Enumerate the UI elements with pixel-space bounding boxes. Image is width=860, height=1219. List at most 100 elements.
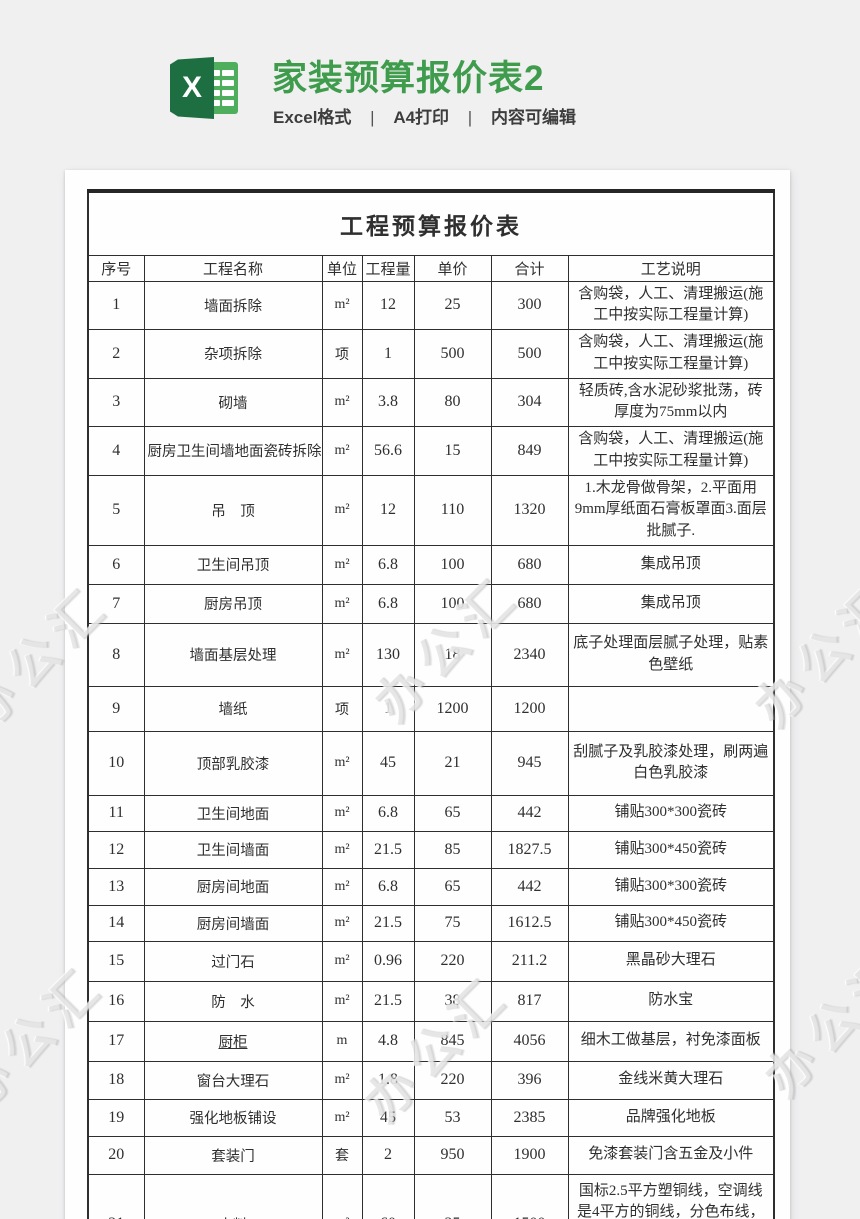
cell-name: 杂项拆除 [143, 329, 323, 379]
cell-desc: 含购袋，人工、清理搬运(施工中按实际工程量计算) [567, 280, 775, 330]
cell-price: 21 [413, 730, 492, 796]
cell-name: 厨房间墙面 [143, 904, 323, 942]
cell-qty: 21.5 [361, 980, 415, 1022]
cell-price: 25 [413, 280, 492, 330]
cell-unit: m² [321, 730, 363, 796]
column-header-unit: 单位 [321, 254, 363, 282]
cell-qty: 6.8 [361, 544, 415, 585]
table-row: 16 防 水 m² 21.5 38 817 防水宝 [87, 980, 775, 1022]
cell-name: 卫生间墙面 [143, 830, 323, 869]
cell-name: 窗台大理石 [143, 1060, 323, 1100]
cell-price: 65 [413, 794, 492, 832]
cell-unit: m [321, 1020, 363, 1062]
table-row: 17 厨柜 m 4.8 845 4056 细木工做基层，衬免漆面板 [87, 1020, 775, 1062]
cell-total: 1612.5 [490, 904, 569, 942]
cell-unit: m² [321, 1060, 363, 1100]
cell-unit: m² [321, 1173, 363, 1219]
cell-desc: 黑晶砂大理石 [567, 940, 775, 982]
cell-total: 2340 [490, 622, 569, 687]
cell-no: 7 [87, 583, 145, 624]
cell-name: 电料 [143, 1173, 323, 1219]
cell-price: 220 [413, 1060, 492, 1100]
cell-name: 顶部乳胶漆 [143, 730, 323, 796]
excel-x-icon: X [170, 57, 214, 119]
cell-unit: m² [321, 940, 363, 982]
table-row: 15 过门石 m² 0.96 220 211.2 黑晶砂大理石 [87, 940, 775, 982]
table-row: 9 墙纸项 1 1200 1200 [87, 685, 775, 732]
page-title: 家装预算报价表2 [272, 59, 545, 98]
cell-desc: 品牌强化地板 [567, 1098, 775, 1137]
table-row: 19 强化地板铺设 m² 45 53 2385 品牌强化地板 [87, 1098, 775, 1137]
cell-desc: 集成吊顶 [567, 544, 775, 585]
cell-no: 4 [87, 426, 145, 476]
table-row: 3 砌墙 m² 3.8 80 304 轻质砖,含水泥砂浆批荡，砖厚度为75mm以内 [87, 377, 775, 427]
table-header-row: 序号 工程名称 单位 工程量 单价 合计 工艺说明 [87, 254, 775, 282]
cell-no: 18 [87, 1060, 145, 1100]
subtitle-editable: 内容可编辑 [490, 108, 576, 127]
cell-price: 25 [413, 1173, 492, 1219]
cell-price: 80 [413, 377, 492, 427]
cell-unit: m² [321, 830, 363, 869]
cell-desc: 金线米黄大理石 [567, 1060, 775, 1100]
cell-total: 817 [490, 980, 569, 1022]
cell-price: 85 [413, 830, 492, 869]
cell-qty: 1.8 [361, 1060, 415, 1100]
cell-name: 墙纸 [143, 685, 323, 732]
cell-no: 12 [87, 830, 145, 869]
cell-qty: 4.8 [361, 1020, 415, 1062]
cell-no: 19 [87, 1098, 145, 1137]
cell-total: 849 [490, 426, 569, 476]
subtitle-print: A4打印 [393, 108, 450, 127]
page-header: X 家装预算报价表2 Excel格式 | A4打印 | 内容可编辑 [0, 0, 860, 170]
cell-total: 442 [490, 867, 569, 906]
cell-unit: m² [321, 544, 363, 585]
cell-unit: 项 [321, 329, 363, 379]
table-row: 13 厨房间地面 m² 6.8 65 442 铺贴300*300瓷砖 [87, 867, 775, 906]
table-row: 18 窗台大理石 m² 1.8 220 396 金线米黄大理石 [87, 1060, 775, 1100]
cell-qty: 12 [361, 474, 415, 546]
table-row: 8 墙面基层处理 m² 130 18 2340 底子处理面层腻子处理，贴素色壁纸 [87, 622, 775, 687]
cell-name: 厨房卫生间墙地面瓷砖拆除 [143, 426, 323, 476]
cell-qty: 1 [361, 685, 415, 732]
cell-price: 53 [413, 1098, 492, 1137]
cell-desc: 集成吊顶 [567, 583, 775, 624]
cell-total: 442 [490, 794, 569, 832]
table-row: 14 厨房间墙面 m² 21.5 75 1612.5 铺贴300*450瓷砖 [87, 904, 775, 942]
cell-total: 945 [490, 730, 569, 796]
quotation-table: 工程预算报价表 序号 工程名称 单位 工程量 单价 合计 工艺说明 1 墙面拆除 m² 12 25 3… [87, 189, 776, 1219]
cell-unit: m² [321, 1098, 363, 1137]
cell-no: 11 [87, 794, 145, 832]
cell-name: 卫生间吊顶 [143, 544, 323, 585]
subtitle-separator: | [467, 108, 473, 127]
cell-no: 3 [87, 377, 145, 427]
cell-no: 13 [87, 867, 145, 906]
cell-no: 6 [87, 544, 145, 585]
cell-qty: 6.8 [361, 583, 415, 624]
cell-desc: 铺贴300*300瓷砖 [567, 794, 775, 832]
cell-total: 4056 [490, 1020, 569, 1062]
cell-desc: 防水宝 [567, 980, 775, 1022]
cell-qty: 21.5 [361, 904, 415, 942]
cell-no: 5 [87, 474, 145, 546]
cell-name: 过门石 [143, 940, 323, 982]
cell-qty: 0.96 [361, 940, 415, 982]
cell-name: 砌墙 [143, 377, 323, 427]
cell-qty: 3.8 [361, 377, 415, 427]
cell-desc [567, 685, 775, 732]
cell-qty: 2 [361, 1135, 415, 1175]
cell-qty: 6.8 [361, 794, 415, 832]
cell-no: 17 [87, 1020, 145, 1062]
cell-name: 吊 顶 [143, 474, 323, 546]
cell-price: 15 [413, 426, 492, 476]
cell-unit: m² [321, 474, 363, 546]
cell-qty: 1 [361, 329, 415, 379]
table-title-row: 工程预算报价表 [87, 190, 775, 256]
cell-desc: 铺贴300*450瓷砖 [567, 904, 775, 942]
cell-no: 2 [87, 329, 145, 379]
cell-price: 18 [413, 622, 492, 687]
cell-price: 38 [413, 980, 492, 1022]
cell-unit: m² [321, 583, 363, 624]
cell-name: 卫生间地面 [143, 794, 323, 832]
